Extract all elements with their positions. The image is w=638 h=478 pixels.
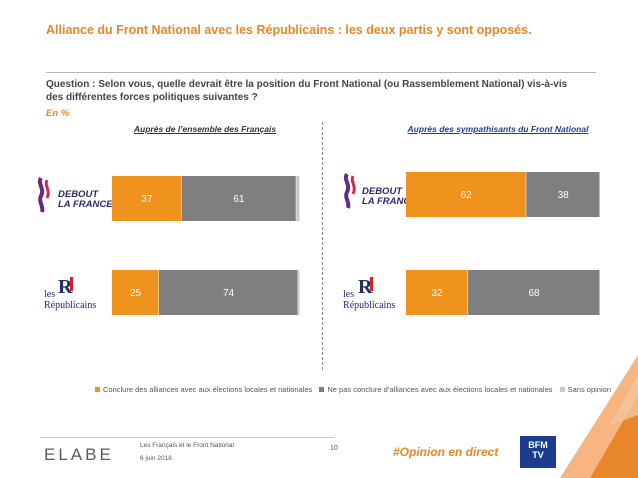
label-all-les-republicains-conclude: 25	[130, 288, 142, 299]
les-republicains-logo-mark: R	[58, 276, 73, 298]
legend-item-conclude: Conclure des alliances avec aux élection…	[95, 385, 312, 394]
legend-item-no-opinion: Sans opinion	[559, 385, 611, 394]
debout-la-france-logo-line1: DEBOUT	[58, 189, 99, 200]
footer-study-name: Les Français et le Front National	[140, 442, 234, 449]
debout-la-france-logo-mark-right	[343, 172, 356, 209]
legend-swatch-conclude	[95, 387, 100, 392]
opinion-en-direct-hashtag: #Opinion en direct	[393, 445, 499, 459]
bar-all-les-republicains-not-conclude	[159, 270, 298, 315]
label-fn-debout-la-france-not-conclude: 38	[558, 190, 570, 201]
label-all-debout-la-france-conclude: 37	[141, 194, 153, 205]
legend-swatch-no-opinion	[559, 387, 565, 392]
les-republicains-logo-mark-right: R	[358, 276, 373, 298]
footer-divider-line	[40, 437, 335, 438]
debout-la-france-logo-line2: LA FRANCE	[58, 199, 113, 210]
panel-title-all-french: Auprès de l’ensemble des Français	[133, 124, 277, 134]
label-all-les-republicains-not-conclude: 74	[223, 288, 235, 299]
bfmtv-logo-line1: BFM	[528, 440, 548, 450]
bfmtv-logo-line2: TV	[532, 450, 544, 460]
les-republicains-logo-right-red-bar	[370, 277, 373, 291]
debout-la-france-logo-right-line2: LA FRANCE	[362, 196, 417, 207]
unit-label: En %	[46, 108, 70, 119]
elabe-logo: ELABE	[44, 445, 114, 464]
chart-legend: Conclure des alliances avec aux élection…	[95, 385, 616, 394]
les-republicains-logo-right-les: les	[343, 289, 355, 300]
bar-all-les-republicains-no-opinion	[298, 270, 300, 315]
bar-fn-debout-la-france-conclude	[406, 172, 526, 217]
debout-la-france-logo-mark	[37, 176, 50, 213]
les-republicains-logo-les: les	[44, 289, 56, 300]
decorative-corner-shape	[560, 355, 638, 478]
legend-label-no-opinion: Sans opinion	[567, 385, 611, 394]
bar-fn-les-republicains-conclude	[406, 270, 468, 315]
les-republicains-logo-right-name: Républicains	[343, 300, 396, 311]
legend-label-conclude: Conclure des alliances avec aux élection…	[103, 385, 313, 394]
les-republicains-logo-red-bar	[70, 277, 73, 291]
label-fn-les-republicains-conclude: 32	[431, 288, 443, 299]
label-all-debout-la-france-not-conclude: 61	[233, 194, 245, 205]
bar-fn-debout-la-france-not-conclude	[526, 172, 600, 217]
footer-date: 6 juin 2018	[140, 455, 172, 462]
page-number: 10	[330, 445, 338, 452]
panel-title-fn-sympathizers: Auprès des sympathisants du Front Nation…	[407, 124, 589, 134]
panel-divider	[322, 122, 323, 370]
bfmtv-logo: BFM TV	[520, 436, 556, 468]
label-fn-les-republicains-not-conclude: 68	[528, 288, 540, 299]
top-divider-line	[46, 72, 596, 73]
bar-fn-les-republicains-not-conclude	[468, 270, 600, 315]
legend-item-not-conclude: Ne pas conclure d’alliances avec aux éle…	[319, 385, 553, 394]
les-republicains-logo-name: Républicains	[44, 300, 97, 311]
debout-la-france-logo-right-line1: DEBOUT	[362, 186, 403, 197]
bar-all-debout-la-france-conclude	[112, 176, 182, 221]
legend-swatch-not-conclude	[319, 387, 325, 392]
question-text: Question : Selon vous, quelle devrait êt…	[46, 79, 568, 103]
bar-all-les-republicains-conclude	[112, 270, 159, 315]
slide-title: Alliance du Front National avec les Répu…	[46, 23, 532, 37]
bar-all-debout-la-france-not-conclude	[181, 176, 296, 221]
legend-label-not-conclude: Ne pas conclure d’alliances avec aux éle…	[327, 385, 553, 394]
bar-all-debout-la-france-no-opinion	[296, 176, 300, 221]
label-fn-debout-la-france-conclude: 62	[461, 190, 473, 201]
